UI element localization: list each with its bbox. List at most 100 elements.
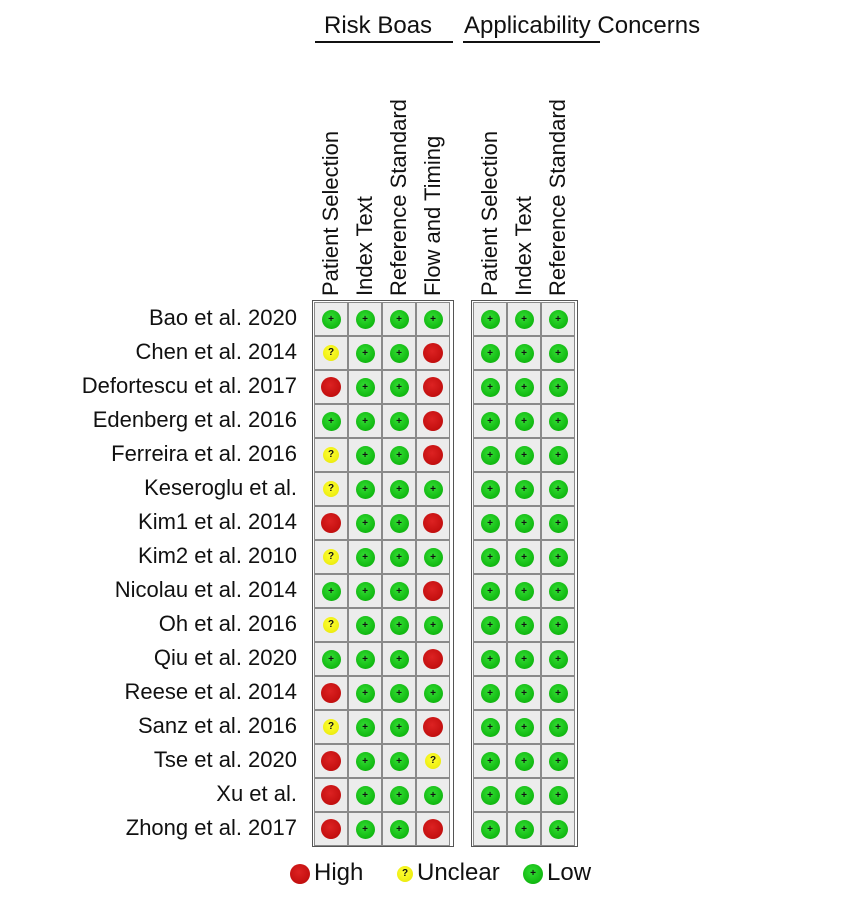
bias-rating-cell: ? bbox=[314, 336, 348, 370]
bias-rating-cell: + bbox=[382, 370, 416, 404]
high-symbol bbox=[321, 819, 341, 839]
low-rating-icon: + bbox=[355, 751, 375, 771]
low-symbol: + bbox=[555, 653, 561, 665]
low-symbol: + bbox=[487, 313, 493, 325]
study-label: Zhong et al. 2017 bbox=[125, 815, 297, 840]
bias-rating-cell: + bbox=[416, 472, 450, 506]
low-symbol: + bbox=[396, 755, 402, 767]
low-symbol: + bbox=[396, 721, 402, 733]
unclear-rating-icon: ? bbox=[323, 447, 339, 463]
bias-rating-cell: + bbox=[382, 302, 416, 336]
high-rating-icon bbox=[321, 377, 341, 397]
low-rating-icon: + bbox=[548, 513, 568, 533]
low-rating-icon: + bbox=[548, 343, 568, 363]
applicability-rating-cell: + bbox=[541, 676, 575, 710]
bias-rating-cell: + bbox=[348, 812, 382, 846]
low-rating-icon: + bbox=[548, 479, 568, 499]
low-symbol: + bbox=[430, 483, 436, 495]
low-symbol: + bbox=[396, 415, 402, 427]
applicability-rating-cell: + bbox=[541, 438, 575, 472]
low-symbol: + bbox=[555, 449, 561, 461]
high-rating-icon bbox=[423, 343, 443, 363]
low-rating-icon: + bbox=[480, 785, 500, 805]
low-symbol: + bbox=[362, 721, 368, 733]
study-label: Kim2 et al. 2010 bbox=[138, 543, 297, 568]
low-rating-icon: + bbox=[389, 343, 409, 363]
low-symbol: + bbox=[328, 313, 334, 325]
low-symbol: + bbox=[396, 823, 402, 835]
applicability-rating-cell: + bbox=[507, 608, 541, 642]
bias-rating-cell bbox=[314, 676, 348, 710]
bias-rating-cell: + bbox=[348, 404, 382, 438]
applicability-rating-cell: + bbox=[541, 642, 575, 676]
bias-rating-cell: + bbox=[348, 540, 382, 574]
study-label: Nicolau et al. 2014 bbox=[114, 577, 297, 602]
low-rating-icon: + bbox=[355, 377, 375, 397]
low-symbol: + bbox=[362, 653, 368, 665]
bias-rating-cell: + bbox=[382, 574, 416, 608]
bias-rating-cell bbox=[416, 642, 450, 676]
unclear-symbol: ? bbox=[401, 868, 409, 879]
low-rating-icon: + bbox=[514, 683, 534, 703]
legend-label: High bbox=[314, 859, 364, 886]
low-symbol: + bbox=[362, 789, 368, 801]
bias-rating-cell bbox=[416, 710, 450, 744]
low-symbol: + bbox=[521, 789, 527, 801]
low-symbol: + bbox=[530, 868, 536, 879]
low-symbol: + bbox=[555, 789, 561, 801]
low-rating-icon: + bbox=[389, 309, 409, 329]
low-symbol: + bbox=[396, 585, 402, 597]
low-symbol: + bbox=[555, 517, 561, 529]
low-symbol: + bbox=[555, 313, 561, 325]
low-symbol: + bbox=[328, 585, 334, 597]
low-rating-icon: + bbox=[423, 547, 443, 567]
low-symbol: + bbox=[521, 415, 527, 427]
low-symbol: + bbox=[487, 551, 493, 563]
applicability-rating-cell: + bbox=[507, 744, 541, 778]
low-rating-icon: + bbox=[389, 411, 409, 431]
low-symbol: + bbox=[362, 687, 368, 699]
applicability-column-label: Patient Selection bbox=[477, 130, 502, 296]
low-symbol: + bbox=[555, 347, 561, 359]
low-rating-icon: + bbox=[514, 309, 534, 329]
low-rating-icon: + bbox=[389, 717, 409, 737]
low-symbol: + bbox=[396, 449, 402, 461]
high-rating-icon bbox=[423, 411, 443, 431]
unclear-symbol: ? bbox=[327, 347, 335, 358]
bias-rating-cell: ? bbox=[314, 608, 348, 642]
low-symbol: + bbox=[487, 415, 493, 427]
unclear-symbol: ? bbox=[429, 755, 437, 766]
low-rating-icon: + bbox=[389, 751, 409, 771]
high-symbol bbox=[423, 343, 443, 363]
low-rating-icon: + bbox=[423, 785, 443, 805]
applicability-rating-cell: + bbox=[473, 438, 507, 472]
low-symbol: + bbox=[487, 755, 493, 767]
bias-rating-cell: + bbox=[382, 812, 416, 846]
low-rating-icon: + bbox=[514, 377, 534, 397]
low-rating-icon: + bbox=[355, 445, 375, 465]
high-symbol bbox=[321, 513, 341, 533]
bias-column-label: Flow and Timing bbox=[420, 135, 445, 296]
high-symbol bbox=[321, 785, 341, 805]
unclear-rating-icon: ? bbox=[323, 481, 339, 497]
applicability-rating-cell: + bbox=[473, 778, 507, 812]
unclear-rating-icon: ? bbox=[425, 753, 441, 769]
bias-rating-cell: + bbox=[382, 778, 416, 812]
bias-rating-cell: + bbox=[314, 574, 348, 608]
unclear-symbol: ? bbox=[327, 721, 335, 732]
low-symbol: + bbox=[521, 313, 527, 325]
study-label: Qiu et al. 2020 bbox=[153, 645, 297, 670]
low-symbol: + bbox=[555, 755, 561, 767]
low-symbol: + bbox=[555, 687, 561, 699]
low-symbol: + bbox=[430, 789, 436, 801]
applicability-rating-cell: + bbox=[473, 404, 507, 438]
low-symbol: + bbox=[487, 789, 493, 801]
applicability-rating-cell: + bbox=[473, 336, 507, 370]
applicability-rating-cell: + bbox=[507, 302, 541, 336]
low-symbol: + bbox=[487, 381, 493, 393]
unclear-rating-icon: ? bbox=[323, 345, 339, 361]
applicability-rating-cell: + bbox=[541, 540, 575, 574]
bias-rating-cell: + bbox=[348, 472, 382, 506]
low-symbol: + bbox=[396, 551, 402, 563]
applicability-rating-cell: + bbox=[541, 472, 575, 506]
